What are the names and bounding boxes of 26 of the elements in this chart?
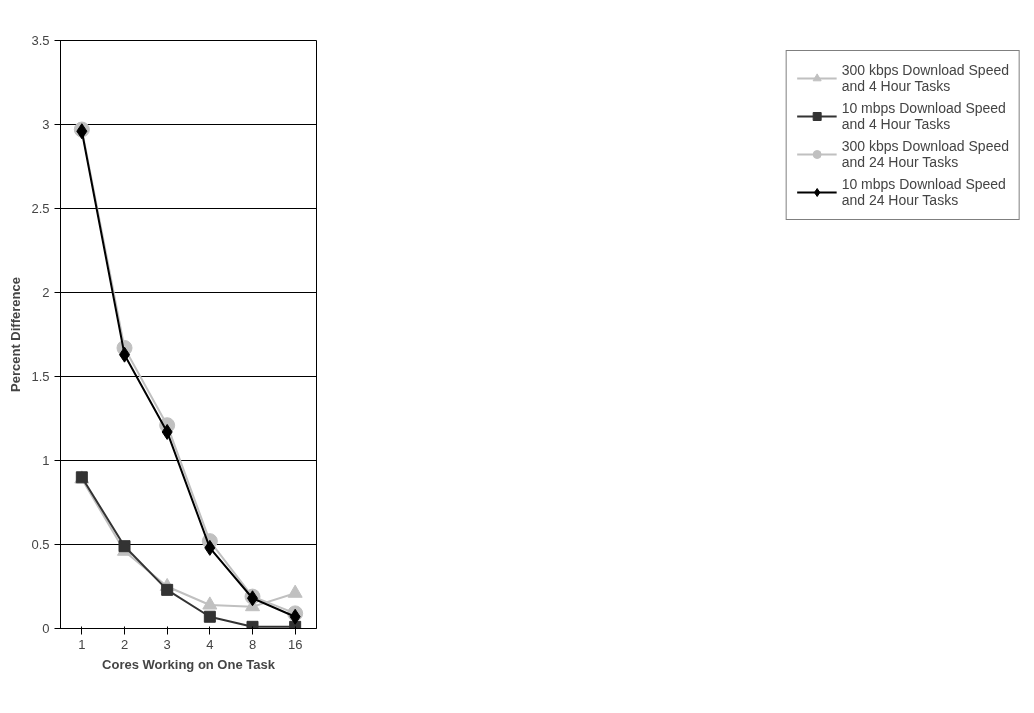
- y-tick-label: 0: [42, 621, 50, 636]
- point: [161, 423, 173, 440]
- y-tick-label: 3: [42, 117, 50, 132]
- point: [161, 583, 174, 596]
- y-tick-label: 1: [42, 453, 50, 468]
- x-tick-label: 1: [78, 636, 86, 652]
- y-tick-label: 3.5: [31, 33, 50, 48]
- y-tick-label: 2.5: [31, 201, 50, 216]
- y-tick-label: 0.5: [31, 537, 50, 552]
- legend-label: 10 mbps Download Speed and 24 Hour Tasks: [841, 175, 1006, 209]
- legend-label: 300 kbps Download Speed and 24 Hour Tasks: [841, 137, 1009, 171]
- x-tick-label: 2: [120, 636, 129, 652]
- point: [287, 584, 303, 598]
- point: [203, 610, 216, 623]
- x-tick-label: 3: [163, 636, 171, 652]
- point: [204, 539, 216, 556]
- y-tick-label: 2: [42, 285, 50, 300]
- y-tick-label: 1.5: [31, 369, 50, 384]
- x-tick-label: 4: [206, 636, 214, 652]
- point: [202, 596, 218, 610]
- legend-label: 10 mbps Download Speed and 4 Hour Tasks: [841, 99, 1006, 133]
- legend-label: 300 kbps Download Speed and 4 Hour Tasks: [841, 61, 1009, 95]
- y-axis-title: Percent Difference: [8, 277, 24, 392]
- x-tick-label: 8: [248, 636, 257, 652]
- x-tick-label: 16: [287, 636, 303, 652]
- x-axis-title: Cores Working on One Task: [102, 656, 276, 672]
